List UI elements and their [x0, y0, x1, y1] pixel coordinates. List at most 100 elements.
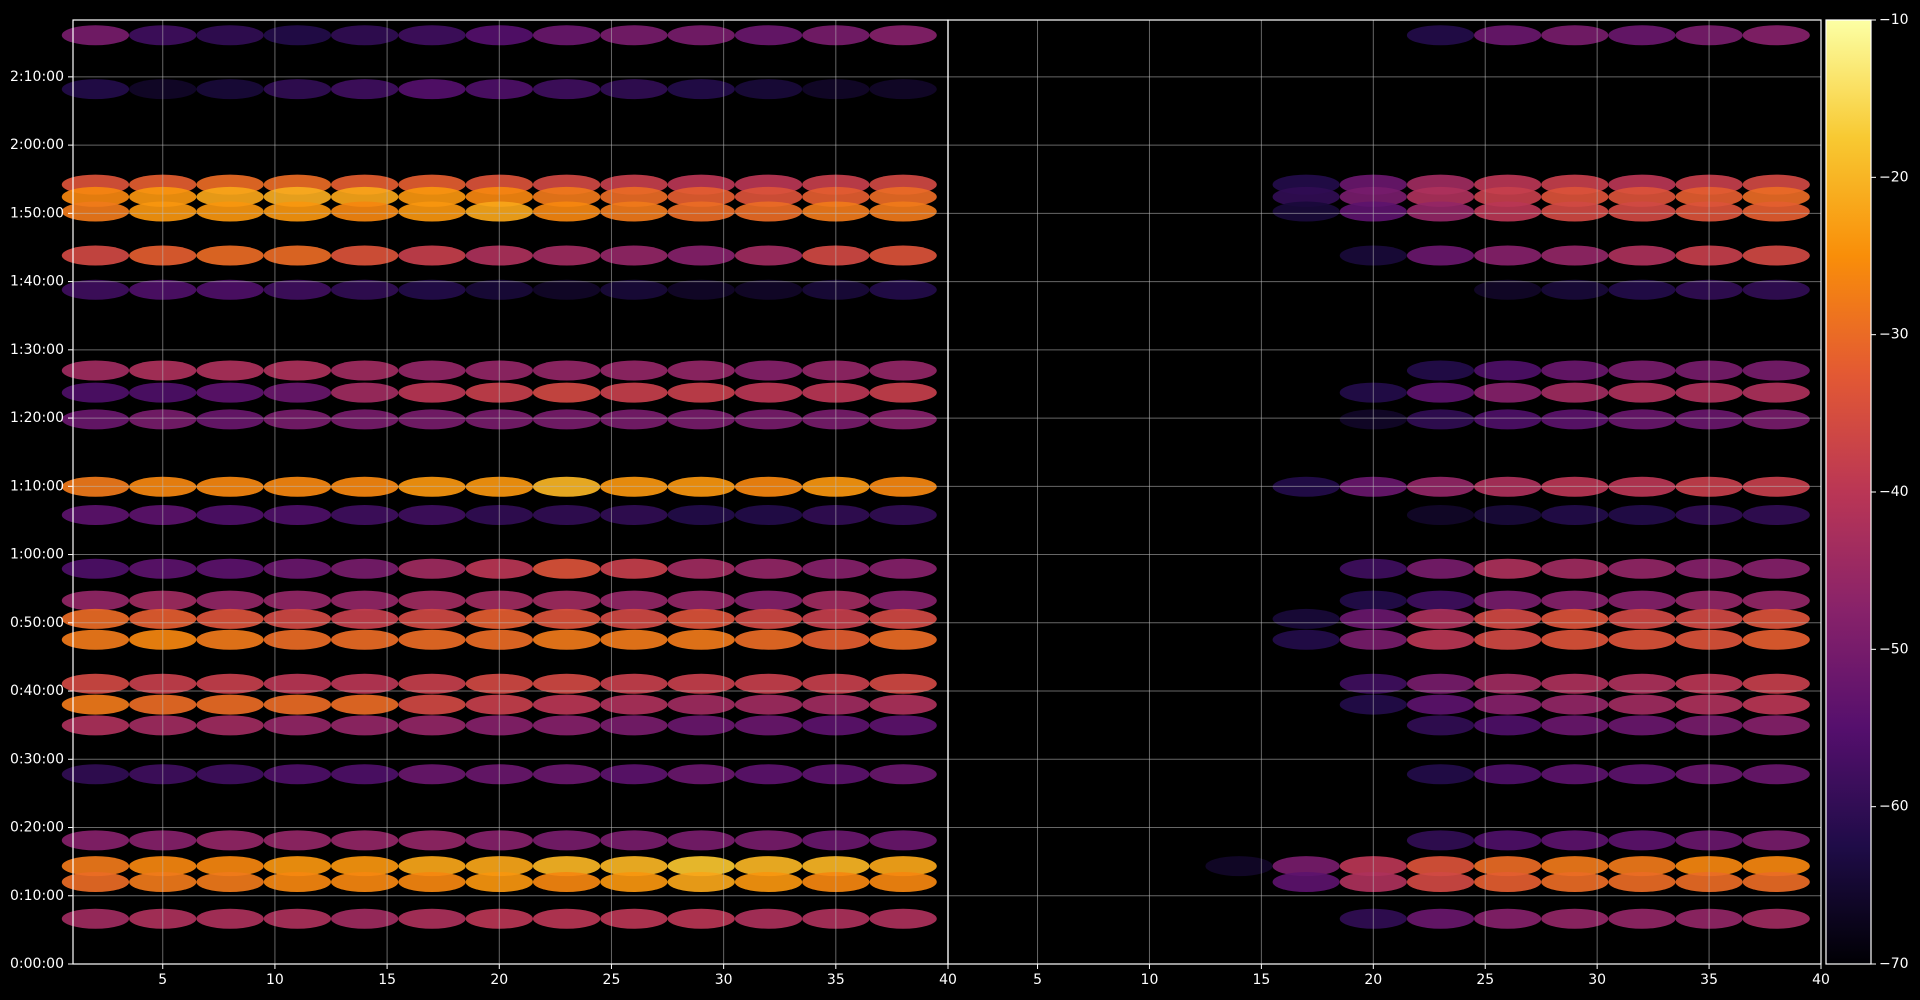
x-tick-label: 5	[1033, 972, 1042, 988]
cell	[532, 590, 601, 611]
cell	[1474, 694, 1542, 715]
cell	[667, 908, 735, 929]
y-tick-label: 1:40:00	[10, 274, 64, 290]
cell	[667, 279, 735, 300]
cell	[263, 409, 332, 430]
cell	[1474, 25, 1542, 46]
cell	[1742, 871, 1810, 892]
cell	[734, 608, 803, 629]
cell	[263, 673, 332, 694]
cell	[61, 25, 130, 46]
cell	[1474, 590, 1542, 611]
cell	[61, 382, 130, 403]
cell	[331, 279, 399, 300]
cell	[734, 764, 803, 785]
cell	[331, 186, 399, 207]
cell	[263, 694, 332, 715]
cell	[61, 590, 130, 611]
cell	[61, 694, 130, 715]
cell	[1406, 764, 1475, 785]
cell	[331, 608, 399, 629]
cell	[1406, 694, 1475, 715]
y-tick-label: 0:30:00	[10, 751, 64, 767]
cell	[196, 186, 264, 207]
cell	[1608, 201, 1676, 222]
cell	[667, 608, 735, 629]
cell	[263, 764, 332, 785]
cell	[61, 629, 130, 650]
cell	[734, 908, 803, 929]
cell	[869, 25, 937, 46]
cell	[1742, 673, 1810, 694]
cell	[1608, 871, 1676, 892]
cell	[196, 360, 264, 381]
cell	[1608, 504, 1676, 525]
cell	[61, 856, 130, 877]
cell	[398, 25, 466, 46]
cell	[600, 715, 668, 736]
cell	[1608, 279, 1676, 300]
cell	[1272, 856, 1340, 877]
x-tick-label: 30	[715, 972, 733, 988]
y-tick-label: 2:00:00	[10, 137, 64, 153]
cell	[61, 673, 130, 694]
cell	[331, 558, 399, 579]
cell	[1541, 558, 1609, 579]
cell	[1406, 245, 1475, 266]
cell	[667, 360, 735, 381]
cell	[398, 558, 466, 579]
cell	[61, 608, 130, 629]
cell	[600, 629, 668, 650]
x-tick-label: 25	[603, 972, 621, 988]
colorbar-tick-label: −30	[1879, 327, 1909, 343]
cell	[1474, 715, 1542, 736]
x-tick-label: 25	[1476, 972, 1494, 988]
cell	[398, 590, 466, 611]
cell	[600, 558, 668, 579]
cell	[1541, 360, 1609, 381]
cell	[1406, 382, 1475, 403]
cell	[1406, 908, 1475, 929]
cell	[869, 558, 937, 579]
cell	[1742, 764, 1810, 785]
cell	[331, 360, 399, 381]
x-tick-label: 20	[490, 972, 508, 988]
cell	[1474, 871, 1542, 892]
cell	[532, 629, 601, 650]
cell	[61, 764, 130, 785]
x-tick-label: 20	[1364, 972, 1382, 988]
cell	[331, 201, 399, 222]
cell	[869, 673, 937, 694]
cell	[263, 590, 332, 611]
cell	[1541, 764, 1609, 785]
cell	[869, 504, 937, 525]
cell	[1272, 608, 1340, 629]
cell	[532, 856, 601, 877]
cell	[667, 856, 735, 877]
cell	[1474, 856, 1542, 877]
cell	[1742, 504, 1810, 525]
cell	[667, 79, 735, 100]
cell	[1742, 201, 1810, 222]
cell	[263, 558, 332, 579]
cell	[869, 79, 937, 100]
cell	[263, 830, 332, 851]
cell	[398, 608, 466, 629]
cell	[331, 25, 399, 46]
cell	[1474, 830, 1542, 851]
cell	[196, 856, 264, 877]
cell	[1474, 245, 1542, 266]
cell	[1742, 279, 1810, 300]
y-tick-label: 0:10:00	[10, 888, 64, 904]
cell	[532, 908, 601, 929]
cell	[263, 279, 332, 300]
cell	[532, 715, 601, 736]
y-tick-label: 0:20:00	[10, 820, 64, 836]
cell	[1474, 673, 1542, 694]
colorbar-tick-label: −20	[1879, 169, 1909, 185]
cell	[1474, 608, 1542, 629]
cell	[532, 279, 601, 300]
x-tick-label: 35	[1700, 972, 1718, 988]
cell	[734, 629, 803, 650]
